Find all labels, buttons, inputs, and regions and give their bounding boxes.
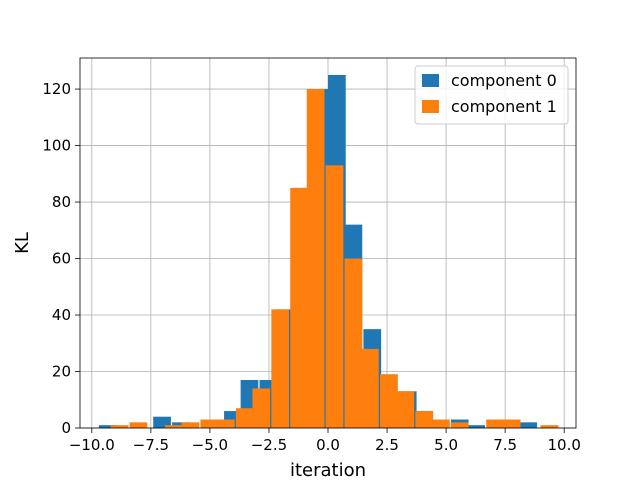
histogram-bar [129, 422, 148, 428]
histogram-bar [290, 187, 308, 428]
y-tick-label: 100 [42, 137, 71, 155]
x-tick-label: −5.0 [192, 436, 228, 454]
x-tick-label: −2.5 [251, 436, 287, 454]
histogram-bar [450, 422, 469, 428]
histogram-bar [361, 348, 379, 428]
histogram-bar [467, 425, 486, 428]
histogram-bar [540, 425, 559, 428]
histogram-bar [379, 374, 398, 428]
histogram-bar [486, 419, 504, 428]
x-tick-label: 10.0 [547, 436, 580, 454]
histogram-bar [415, 411, 434, 428]
histogram-bar [271, 309, 290, 428]
x-tick-label: 2.5 [375, 436, 399, 454]
legend-label-component-1: component 1 [451, 97, 557, 116]
histogram-bar [519, 422, 538, 428]
axis-ticks: −10.0 −7.5 −5.0 −2.5 0.0 2.5 5.0 7.5 10.0 0 20 40 60… [42, 80, 581, 454]
histogram-bar [431, 419, 450, 428]
histogram-bar [110, 425, 129, 428]
histogram-bar [502, 419, 521, 428]
y-tick-label: 20 [52, 363, 71, 381]
legend-frame [414, 65, 569, 125]
series-component-1 [110, 89, 559, 429]
legend-swatch-component-1 [422, 100, 439, 113]
x-axis-label: iteration [290, 460, 366, 480]
histogram-bar [235, 408, 254, 428]
legend-label-component-0: component 0 [451, 71, 557, 90]
histogram-bar [252, 388, 271, 428]
y-axis-label: KL [12, 232, 33, 254]
y-tick-label: 120 [42, 80, 71, 98]
x-tick-label: −7.5 [133, 436, 169, 454]
legend-swatch-component-0 [422, 74, 439, 87]
histogram-bar [165, 425, 183, 428]
histogram-bar [153, 416, 171, 428]
histogram-bar [98, 425, 117, 428]
legend: component 0 component 1 [414, 65, 569, 125]
x-tick-label: 0.0 [316, 436, 340, 454]
x-tick-label: −10.0 [69, 436, 115, 454]
histogram-bar [181, 422, 200, 428]
x-tick-label: 7.5 [493, 436, 517, 454]
histogram-bar [325, 165, 344, 428]
histogram-bar [200, 419, 219, 428]
histogram-bar [396, 391, 415, 428]
y-tick-label: 40 [52, 306, 71, 324]
y-tick-label: 80 [52, 193, 71, 211]
y-tick-label: 0 [61, 419, 71, 437]
histogram-bar [344, 258, 363, 428]
histogram-bar [216, 419, 235, 428]
y-tick-label: 60 [52, 250, 71, 268]
histogram-bar [306, 89, 325, 429]
histogram-bars [98, 74, 559, 429]
x-tick-label: 5.0 [434, 436, 458, 454]
